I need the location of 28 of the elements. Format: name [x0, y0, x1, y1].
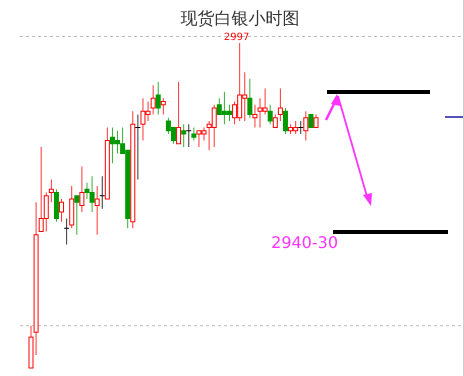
candlestick	[160, 98, 166, 115]
candlestick	[308, 114, 314, 128]
candlestick	[314, 114, 318, 128]
annotation: 2997	[224, 32, 250, 43]
candlestick	[278, 88, 283, 122]
candlestick	[74, 195, 80, 236]
candlestick	[94, 186, 100, 236]
candlestick	[48, 179, 54, 203]
candlestick	[59, 198, 64, 222]
candlestick	[176, 82, 182, 144]
candlestick	[252, 104, 258, 128]
candlestick	[191, 127, 196, 141]
candlestick	[99, 176, 106, 210]
candlestick	[150, 84, 156, 115]
candlestick	[134, 114, 141, 180]
candlestick	[64, 218, 70, 245]
candlestick	[247, 78, 252, 118]
candlestick	[186, 124, 192, 148]
candlestick	[303, 110, 308, 141]
chart-title: 现货白银小时图	[180, 9, 300, 29]
candlestick	[282, 108, 288, 134]
candlestick	[79, 166, 84, 212]
candlestick	[298, 120, 304, 134]
annotation: 2940-30	[271, 233, 338, 252]
candlestick	[156, 82, 161, 115]
candlestick	[181, 124, 186, 148]
candlestick	[272, 114, 278, 128]
candlestick	[268, 104, 273, 125]
